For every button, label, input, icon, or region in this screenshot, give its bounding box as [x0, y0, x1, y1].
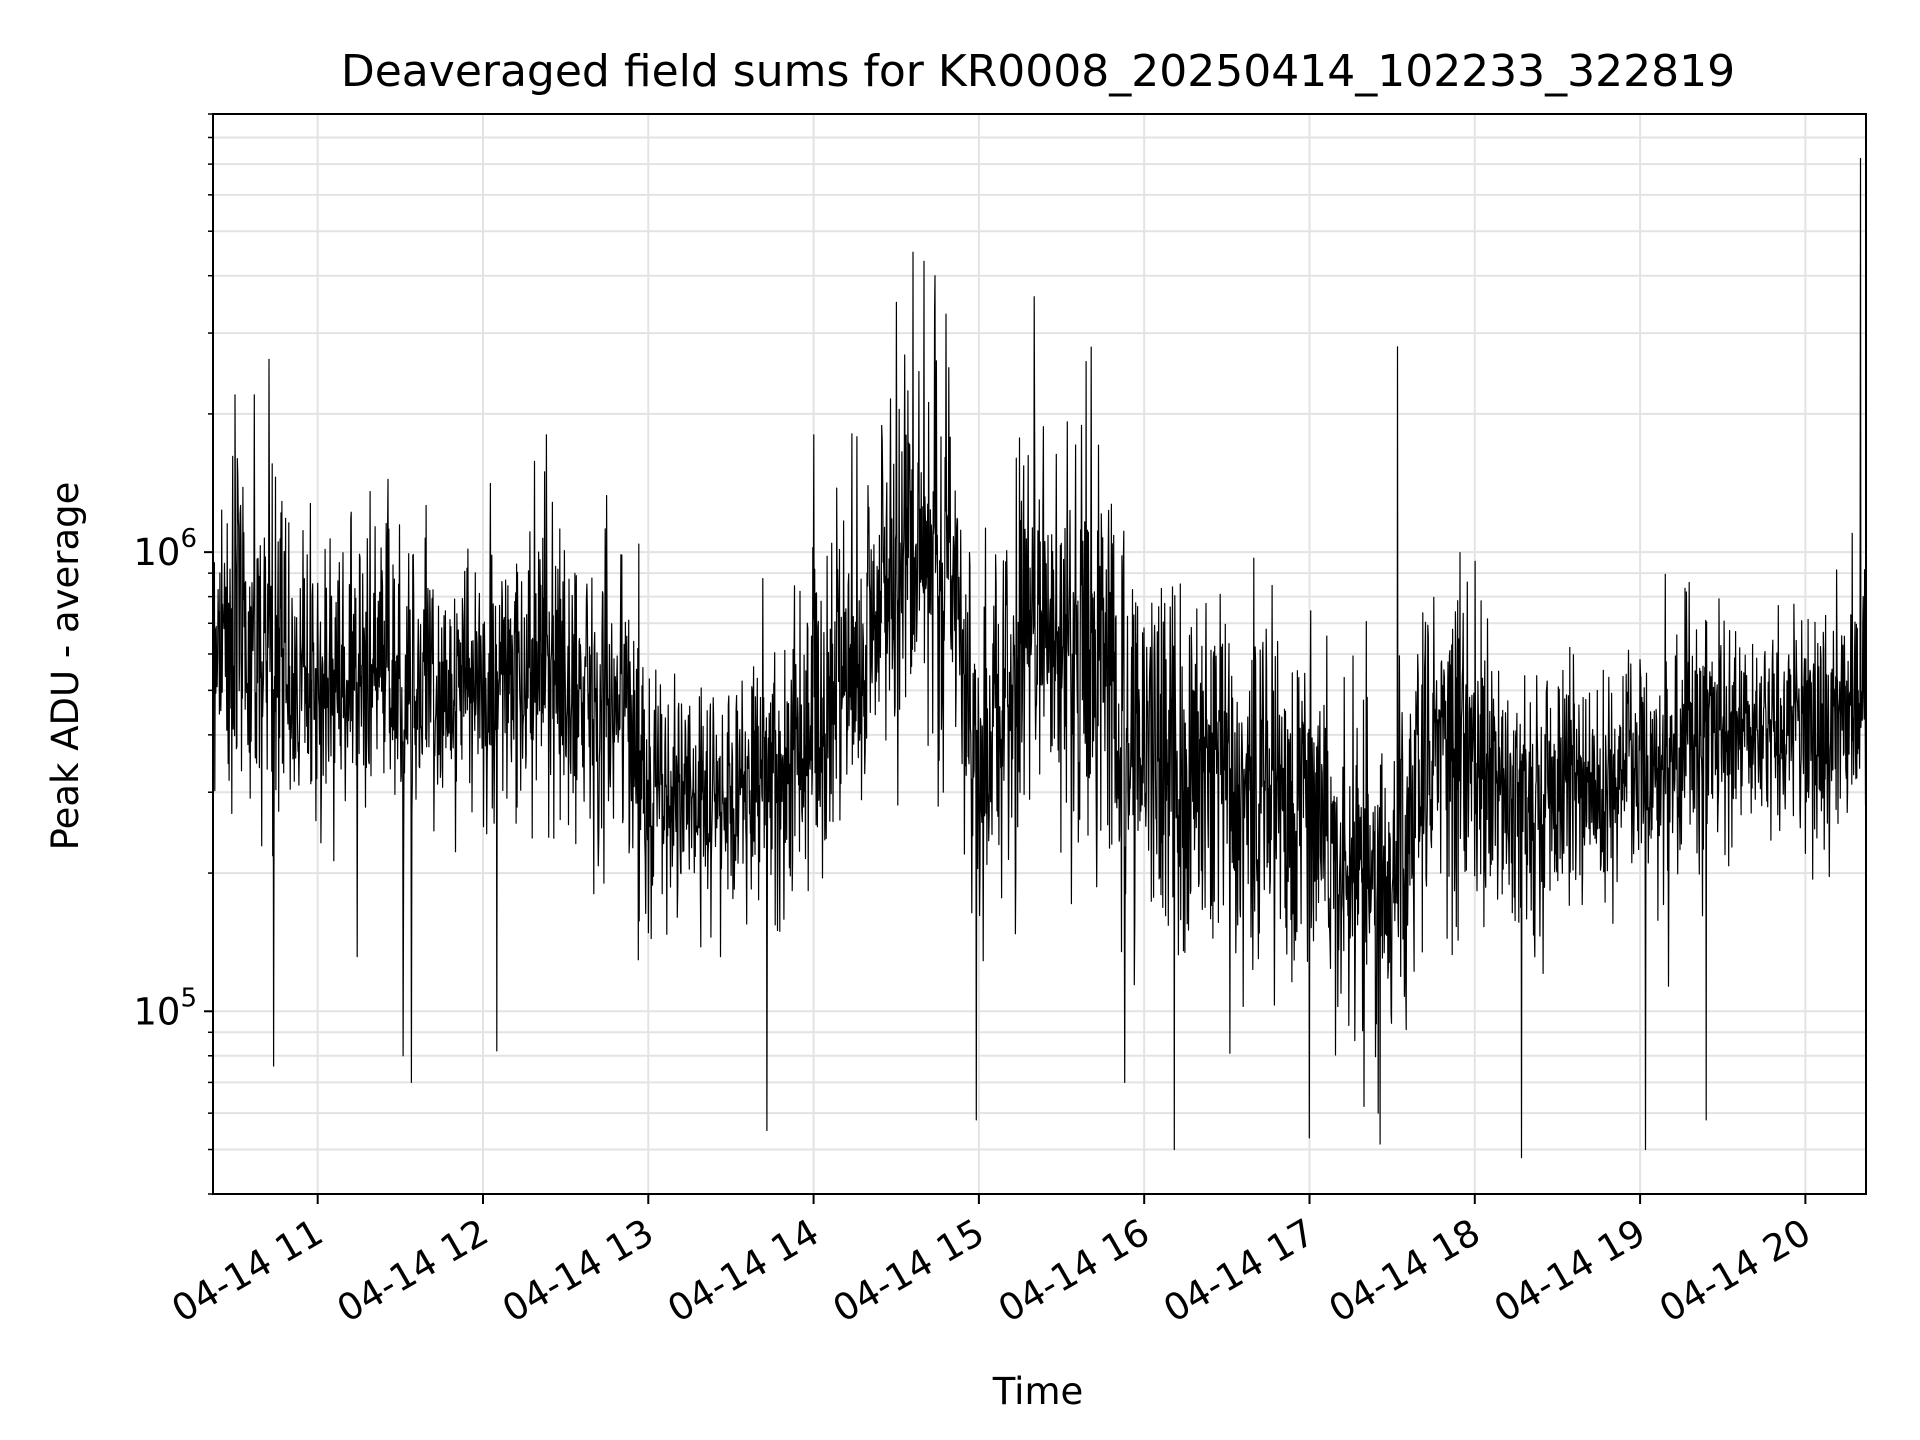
y-axis-label: Peak ADU - average	[44, 482, 87, 851]
series-line	[212, 157, 1867, 1159]
x-axis-label: Time	[992, 1370, 1084, 1413]
y-tick-label: 105	[133, 983, 197, 1033]
y-axis: 105 106	[133, 113, 213, 1195]
y-tick-label: 106	[133, 524, 197, 574]
chart-title: Deaveraged field sums for KR0008_2025041…	[341, 46, 1735, 97]
series-layer	[212, 157, 1867, 1159]
